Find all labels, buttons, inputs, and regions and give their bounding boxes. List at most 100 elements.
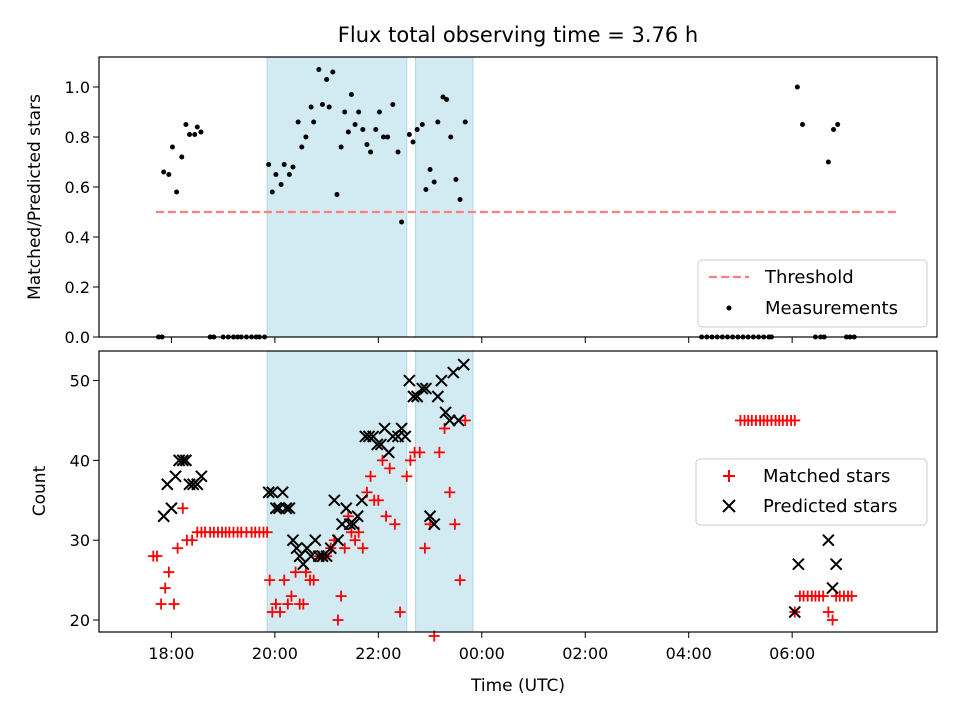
measurements-legend-marker xyxy=(726,305,732,311)
x-tick-label: 18:00 xyxy=(148,644,194,663)
predicted-star-point xyxy=(443,414,456,427)
matched-star-point xyxy=(433,446,445,458)
measurement-point xyxy=(825,159,831,165)
predicted-star-point xyxy=(788,605,801,619)
y-tick-label: 40 xyxy=(70,451,90,470)
matched-star-point xyxy=(454,574,466,586)
matched-star-point xyxy=(332,614,344,626)
measurement-point xyxy=(311,119,317,125)
matched-star-point xyxy=(186,534,198,546)
measurement-point xyxy=(385,134,391,140)
matched-star-point xyxy=(339,542,351,554)
top-axes-frame xyxy=(98,56,938,338)
matched-star-point xyxy=(300,566,312,578)
predicted-star-point xyxy=(351,510,364,523)
matched-legend-marker xyxy=(723,470,735,482)
matched-star-point xyxy=(372,494,384,506)
measurement-point xyxy=(800,122,806,127)
matched-star-point xyxy=(789,414,801,426)
measurement-point xyxy=(399,219,405,225)
matched-star-point xyxy=(376,454,388,466)
predicted-star-point xyxy=(427,518,441,531)
measurement-point xyxy=(410,139,416,145)
top-legend-box xyxy=(697,259,928,328)
matched-star-point xyxy=(159,582,171,594)
predicted-star-point xyxy=(262,486,275,499)
predicted-star-point xyxy=(439,406,452,419)
predicted-star-point xyxy=(340,502,353,515)
measurement-point xyxy=(166,172,172,177)
matched-star-point xyxy=(401,470,413,482)
measurement-point xyxy=(338,144,344,150)
bottom-y-ticks: 20 30 40 50 xyxy=(70,372,99,630)
predicted-star-point xyxy=(399,430,412,443)
measurement-point xyxy=(414,127,420,132)
measurement-point xyxy=(419,122,425,127)
measurement-point xyxy=(161,169,167,175)
count-panel: 20 30 40 50 18:00 20:00 22:00 00:00 02:00 04:00 0… xyxy=(30,350,938,696)
measurement-point xyxy=(295,119,301,125)
bottom-x-ticks: 18:00 20:00 22:00 00:00 02:00 04:00 06:00 xyxy=(148,632,815,663)
y-tick-label: 0.2 xyxy=(65,278,90,297)
measurement-point xyxy=(423,187,429,192)
predicted-star-point xyxy=(829,557,843,571)
predicted-star-point xyxy=(419,382,433,395)
measurement-point xyxy=(390,102,396,107)
predicted-star-point xyxy=(276,486,289,499)
measurement-point xyxy=(364,142,370,147)
predicted-star-point xyxy=(431,390,445,403)
predicted-star-point xyxy=(416,382,429,395)
matched-star-point xyxy=(444,486,456,498)
matched-star-point xyxy=(459,414,471,426)
measurement-point xyxy=(194,124,200,130)
y-tick-label: 50 xyxy=(70,372,90,391)
top-y-ticks: 0.0 0.2 0.4 0.6 0.8 1.0 xyxy=(65,78,99,347)
x-axis-label: Time (UTC) xyxy=(470,676,565,696)
measurement-point xyxy=(427,167,433,172)
ratio-panel: 0.0 0.2 0.4 0.6 0.8 1.0 Matched/Predicted sta… xyxy=(25,56,938,347)
bottom-legend-box xyxy=(695,458,928,526)
matched-star-point xyxy=(168,598,180,610)
measurement-point xyxy=(448,134,454,140)
predicted-star-point xyxy=(286,533,300,547)
measurement-point xyxy=(330,69,336,75)
predicted-star-point xyxy=(447,366,460,379)
matched-star-point xyxy=(308,574,320,586)
predicted-star-point xyxy=(195,470,208,483)
predicted-star-point xyxy=(452,414,465,427)
measurement-point xyxy=(352,122,358,127)
matched-star-point xyxy=(380,510,392,522)
y-tick-label: 1.0 xyxy=(65,78,90,97)
measurement-point xyxy=(457,197,463,202)
matched-star-point xyxy=(285,590,297,602)
measurement-point xyxy=(435,119,441,125)
predicted-star-point xyxy=(355,494,368,507)
measurement-point xyxy=(324,77,330,82)
measurement-point xyxy=(183,122,189,127)
measurement-point xyxy=(368,149,374,155)
predicted-star-point xyxy=(309,533,322,547)
shaded-interval xyxy=(266,350,408,633)
predicted-star-point xyxy=(331,533,345,547)
y-tick-label: 0.0 xyxy=(65,328,90,347)
matched-star-point xyxy=(163,566,175,578)
predicted-star-point xyxy=(371,438,384,451)
predicted-star-point xyxy=(826,581,839,595)
measurement-point xyxy=(326,104,332,110)
measurement-point xyxy=(345,129,351,135)
measurement-point xyxy=(273,172,279,177)
measurement-point xyxy=(269,189,275,195)
predicted-star-point xyxy=(792,557,805,571)
measurement-point xyxy=(342,109,348,115)
predicted-star-point xyxy=(347,518,360,531)
predicted-star-point xyxy=(457,358,470,371)
measurement-point xyxy=(316,67,322,72)
y-tick-label: 0.4 xyxy=(65,228,90,247)
predicted-star-point xyxy=(191,478,204,491)
matched-star-point xyxy=(278,574,290,586)
predicted-star-point xyxy=(165,502,178,515)
measurement-point xyxy=(381,134,387,140)
shaded-interval xyxy=(415,56,474,338)
matched-star-point xyxy=(394,606,406,618)
